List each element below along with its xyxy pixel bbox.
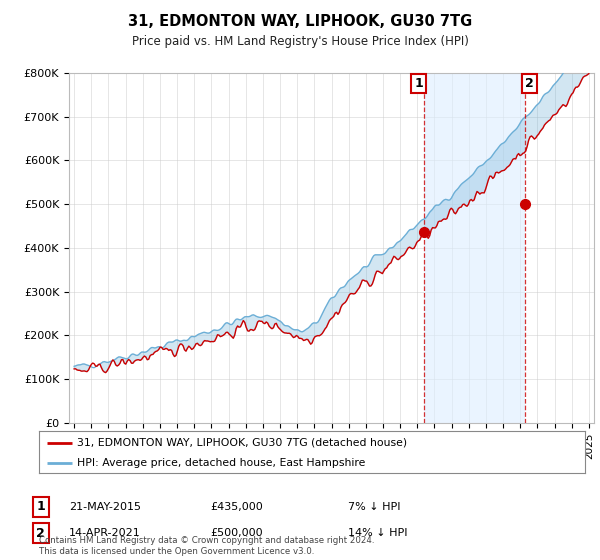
Text: 1: 1 <box>37 500 45 514</box>
Text: £500,000: £500,000 <box>210 528 263 538</box>
Text: Contains HM Land Registry data © Crown copyright and database right 2024.
This d: Contains HM Land Registry data © Crown c… <box>39 536 374 556</box>
Text: 2: 2 <box>525 77 534 90</box>
Bar <box>424 73 524 423</box>
Text: 31, EDMONTON WAY, LIPHOOK, GU30 7TG: 31, EDMONTON WAY, LIPHOOK, GU30 7TG <box>128 14 472 29</box>
Text: Price paid vs. HM Land Registry's House Price Index (HPI): Price paid vs. HM Land Registry's House … <box>131 35 469 48</box>
Text: £435,000: £435,000 <box>210 502 263 512</box>
Text: 7% ↓ HPI: 7% ↓ HPI <box>348 502 401 512</box>
Text: 14% ↓ HPI: 14% ↓ HPI <box>348 528 407 538</box>
Text: 1: 1 <box>414 77 423 90</box>
Text: 14-APR-2021: 14-APR-2021 <box>69 528 141 538</box>
Text: 31, EDMONTON WAY, LIPHOOK, GU30 7TG (detached house): 31, EDMONTON WAY, LIPHOOK, GU30 7TG (det… <box>77 438 407 448</box>
Text: 2: 2 <box>37 526 45 540</box>
Text: 21-MAY-2015: 21-MAY-2015 <box>69 502 141 512</box>
Text: HPI: Average price, detached house, East Hampshire: HPI: Average price, detached house, East… <box>77 458 365 468</box>
